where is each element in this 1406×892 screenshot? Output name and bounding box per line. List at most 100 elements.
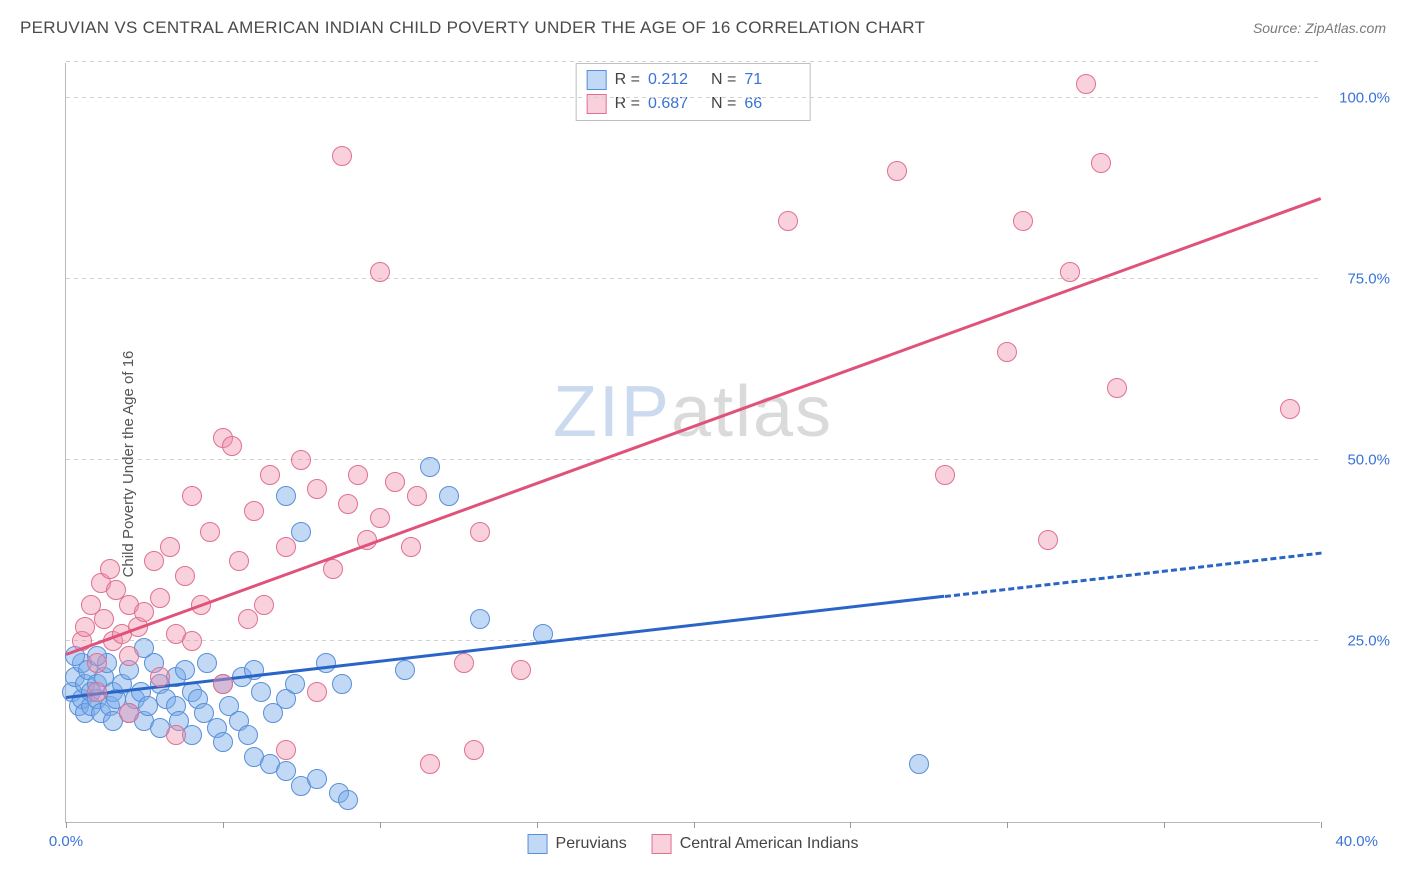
data-point-central_american_indians — [1091, 153, 1111, 173]
data-point-central_american_indians — [75, 617, 95, 637]
data-point-peruvians — [420, 457, 440, 477]
watermark: ZIPatlas — [553, 371, 833, 453]
data-point-peruvians — [285, 674, 305, 694]
data-point-central_american_indians — [229, 551, 249, 571]
stat-row-central_american_indians: R = 0.687 N = 66 — [587, 92, 800, 116]
data-point-central_american_indians — [254, 595, 274, 615]
data-point-peruvians — [395, 660, 415, 680]
data-point-central_american_indians — [94, 609, 114, 629]
data-point-central_american_indians — [291, 450, 311, 470]
stat-N-value: 66 — [744, 92, 799, 116]
data-point-peruvians — [175, 660, 195, 680]
gridline-h — [66, 97, 1320, 98]
data-point-central_american_indians — [385, 472, 405, 492]
gridline-h — [66, 61, 1320, 62]
data-point-central_american_indians — [119, 703, 139, 723]
trendline-extrapolated-peruvians — [944, 551, 1321, 597]
stat-N-value: 71 — [744, 68, 799, 92]
data-point-central_american_indians — [119, 646, 139, 666]
data-point-peruvians — [307, 769, 327, 789]
data-point-peruvians — [138, 696, 158, 716]
data-point-central_american_indians — [420, 754, 440, 774]
legend-item-central_american_indians: Central American Indians — [652, 834, 859, 854]
statistics-legend: R = 0.212 N = 71 R = 0.687 N = 66 — [576, 63, 811, 121]
stat-R-label: R = — [615, 92, 640, 116]
data-point-central_american_indians — [87, 653, 107, 673]
data-point-peruvians — [251, 682, 271, 702]
data-point-central_american_indians — [778, 211, 798, 231]
data-point-peruvians — [332, 674, 352, 694]
data-point-peruvians — [439, 486, 459, 506]
legend-swatch — [528, 834, 548, 854]
data-point-central_american_indians — [175, 566, 195, 586]
data-point-central_american_indians — [470, 522, 490, 542]
legend-swatch — [587, 70, 607, 90]
data-point-central_american_indians — [260, 465, 280, 485]
data-point-central_american_indians — [276, 740, 296, 760]
data-point-central_american_indians — [200, 522, 220, 542]
x-tick — [850, 822, 851, 828]
data-point-central_american_indians — [1060, 262, 1080, 282]
data-point-peruvians — [338, 790, 358, 810]
correlation-chart: Child Poverty Under the Age of 16 ZIPatl… — [20, 55, 1386, 873]
data-point-central_american_indians — [370, 508, 390, 528]
data-point-central_american_indians — [511, 660, 531, 680]
data-point-central_american_indians — [464, 740, 484, 760]
trendline-central_american_indians — [65, 197, 1321, 656]
data-point-central_american_indians — [307, 479, 327, 499]
legend-item-peruvians: Peruvians — [528, 834, 627, 854]
data-point-central_american_indians — [935, 465, 955, 485]
data-point-central_american_indians — [1038, 530, 1058, 550]
gridline-h — [66, 459, 1320, 460]
data-point-central_american_indians — [887, 161, 907, 181]
data-point-central_american_indians — [87, 682, 107, 702]
data-point-peruvians — [291, 522, 311, 542]
data-point-central_american_indians — [166, 725, 186, 745]
data-point-central_american_indians — [370, 262, 390, 282]
chart-header: PERUVIAN VS CENTRAL AMERICAN INDIAN CHIL… — [0, 0, 1406, 48]
x-tick-label-right: 40.0% — [1335, 833, 1378, 850]
data-point-peruvians — [909, 754, 929, 774]
data-point-central_american_indians — [222, 436, 242, 456]
data-point-central_american_indians — [997, 342, 1017, 362]
data-point-central_american_indians — [401, 537, 421, 557]
source-link[interactable]: ZipAtlas.com — [1305, 20, 1386, 36]
x-tick — [1164, 822, 1165, 828]
gridline-h — [66, 640, 1320, 641]
data-point-peruvians — [470, 609, 490, 629]
legend-label: Central American Indians — [680, 835, 859, 853]
y-tick-label: 75.0% — [1347, 271, 1390, 288]
data-point-central_american_indians — [213, 674, 233, 694]
stat-R-value: 0.212 — [648, 68, 703, 92]
y-tick-label: 25.0% — [1347, 633, 1390, 650]
data-point-central_american_indians — [1107, 378, 1127, 398]
y-tick-label: 100.0% — [1339, 90, 1390, 107]
x-tick — [537, 822, 538, 828]
data-point-central_american_indians — [238, 609, 258, 629]
plot-area: ZIPatlas R =0.212N =71R =0.687N =66 Peru… — [65, 63, 1320, 823]
data-point-peruvians — [213, 732, 233, 752]
legend-label: Peruvians — [556, 835, 627, 853]
stat-N-label: N = — [711, 68, 736, 92]
stat-N-label: N = — [711, 92, 736, 116]
data-point-central_american_indians — [1076, 74, 1096, 94]
source-prefix: Source: — [1253, 20, 1305, 36]
gridline-h — [66, 278, 1320, 279]
series-legend: Peruvians Central American Indians — [528, 834, 859, 854]
data-point-central_american_indians — [100, 559, 120, 579]
x-tick — [223, 822, 224, 828]
x-tick — [694, 822, 695, 828]
data-point-central_american_indians — [182, 486, 202, 506]
data-point-central_american_indians — [160, 537, 180, 557]
data-point-peruvians — [238, 725, 258, 745]
data-point-central_american_indians — [454, 653, 474, 673]
x-tick — [1321, 822, 1322, 828]
data-point-central_american_indians — [134, 602, 154, 622]
source-attribution: Source: ZipAtlas.com — [1253, 20, 1386, 36]
stat-R-label: R = — [615, 68, 640, 92]
data-point-central_american_indians — [338, 494, 358, 514]
data-point-central_american_indians — [150, 667, 170, 687]
data-point-central_american_indians — [150, 588, 170, 608]
stat-R-value: 0.687 — [648, 92, 703, 116]
x-tick — [66, 822, 67, 828]
